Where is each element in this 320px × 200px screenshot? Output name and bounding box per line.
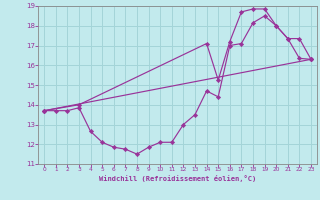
X-axis label: Windchill (Refroidissement éolien,°C): Windchill (Refroidissement éolien,°C) (99, 175, 256, 182)
